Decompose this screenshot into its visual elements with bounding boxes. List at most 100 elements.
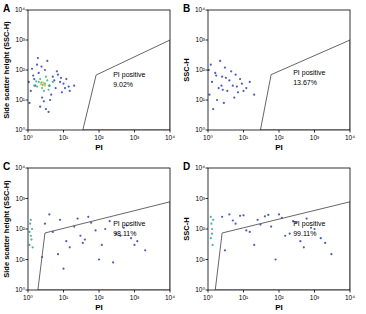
point <box>59 81 61 83</box>
point <box>249 231 251 233</box>
point <box>31 228 33 230</box>
point <box>320 237 322 239</box>
y-axis-label: Side scatter height (SSC-H) <box>2 21 11 119</box>
y-tick-label: 10¹ <box>196 96 206 103</box>
x-tick-label: 10⁴ <box>165 134 175 141</box>
y-tick <box>26 40 29 41</box>
x-tick-label: 10⁰ <box>203 134 213 141</box>
point <box>216 99 218 101</box>
point <box>210 223 212 225</box>
y-tick <box>206 40 209 41</box>
y-tick-label: 10⁰ <box>195 126 205 133</box>
point <box>210 237 212 239</box>
x-tick-label: 10¹ <box>239 134 249 141</box>
point <box>32 246 34 248</box>
points <box>208 60 255 110</box>
x-tick <box>314 130 315 133</box>
x-tick-label: 10¹ <box>59 134 69 141</box>
point <box>303 246 305 248</box>
point <box>232 219 234 221</box>
point <box>144 249 146 251</box>
y-tick-label: 10⁰ <box>15 286 25 293</box>
point <box>52 81 54 83</box>
x-tick-label: 10⁰ <box>23 294 33 301</box>
point <box>47 89 49 91</box>
point <box>212 219 214 221</box>
point <box>98 258 100 260</box>
y-tick-label: 10⁴ <box>15 164 25 171</box>
point <box>239 78 241 80</box>
point <box>210 216 212 218</box>
panel: A10⁰10¹10²10³10⁴10⁰10¹10²10³10⁴PISide sc… <box>2 3 175 152</box>
y-tick <box>26 229 29 230</box>
point <box>284 235 286 237</box>
point <box>29 223 31 225</box>
point <box>249 81 251 83</box>
point <box>212 244 214 246</box>
point <box>253 94 255 96</box>
point <box>228 79 230 81</box>
point <box>45 108 47 110</box>
point <box>46 79 48 81</box>
gate-group <box>260 40 350 130</box>
point <box>52 76 54 78</box>
x-tick <box>350 130 351 133</box>
annotation: PI positive <box>293 220 325 228</box>
point <box>28 102 30 104</box>
point <box>69 246 71 248</box>
point <box>50 94 52 96</box>
x-tick-label: 10⁰ <box>23 134 33 141</box>
x-tick-label: 10⁴ <box>345 134 355 141</box>
point <box>221 76 223 78</box>
gate-group <box>83 40 170 130</box>
point <box>222 89 224 91</box>
figure: A10⁰10¹10²10³10⁴10⁰10¹10²10³10⁴PISide sc… <box>0 0 366 314</box>
point <box>211 233 213 235</box>
point <box>42 84 44 86</box>
point <box>87 216 89 218</box>
x-tick <box>314 290 315 293</box>
point <box>62 268 64 270</box>
point <box>224 249 226 251</box>
point <box>242 90 244 92</box>
panel: C10⁰10¹10²10³10⁴10⁰10¹10²10³10⁴PISide sc… <box>2 161 175 312</box>
y-tick-label: 10² <box>196 225 206 232</box>
gate <box>260 40 350 130</box>
point <box>45 76 47 78</box>
point <box>242 214 244 216</box>
y-tick <box>206 130 209 131</box>
y-tick <box>26 290 29 291</box>
point <box>69 90 71 92</box>
point <box>221 216 223 218</box>
panel-label: D <box>183 161 190 172</box>
point <box>68 85 70 87</box>
point <box>30 90 32 92</box>
y-tick-label: 10¹ <box>16 96 26 103</box>
x-tick <box>134 290 135 293</box>
x-tick <box>99 290 100 293</box>
y-tick-label: 10² <box>196 66 206 73</box>
y-tick <box>206 259 209 260</box>
point <box>39 106 41 108</box>
point <box>218 87 220 89</box>
point <box>214 72 216 74</box>
x-axis-label: PI <box>95 303 103 312</box>
point <box>42 82 44 84</box>
point <box>324 242 326 244</box>
annotation: PI positive <box>113 71 145 79</box>
y-tick-label: 10⁰ <box>15 126 25 133</box>
annotation: PI positive <box>113 220 145 228</box>
point <box>48 85 50 87</box>
point <box>228 213 230 215</box>
point <box>37 57 39 59</box>
x-tick-label: 10³ <box>310 134 320 141</box>
point <box>211 228 213 230</box>
point <box>226 90 228 92</box>
point <box>77 217 79 219</box>
y-tick <box>26 259 29 260</box>
y-tick-label: 10⁴ <box>195 164 205 171</box>
point <box>48 85 50 87</box>
point <box>44 85 46 87</box>
point <box>30 238 32 240</box>
point <box>237 91 239 93</box>
